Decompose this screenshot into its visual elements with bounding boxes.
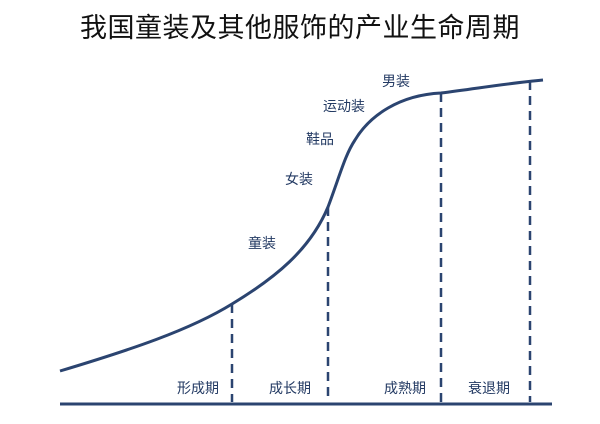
stage-label-maturity: 成熟期 (384, 381, 426, 397)
stage-label-formation: 形成期 (177, 381, 219, 397)
product-label-men: 男装 (382, 74, 410, 90)
diagram-title: 我国童装及其他服饰的产业生命周期 (80, 13, 520, 44)
stage-label-decline: 衰退期 (468, 380, 510, 397)
product-label-shoes: 鞋品 (306, 132, 334, 148)
product-label-children: 童装 (248, 235, 276, 252)
product-label-sportswear: 运动装 (323, 99, 365, 115)
stage-label-growth: 成长期 (269, 381, 311, 397)
product-label-women: 女装 (285, 171, 313, 188)
lifecycle-curve (59, 78, 544, 373)
